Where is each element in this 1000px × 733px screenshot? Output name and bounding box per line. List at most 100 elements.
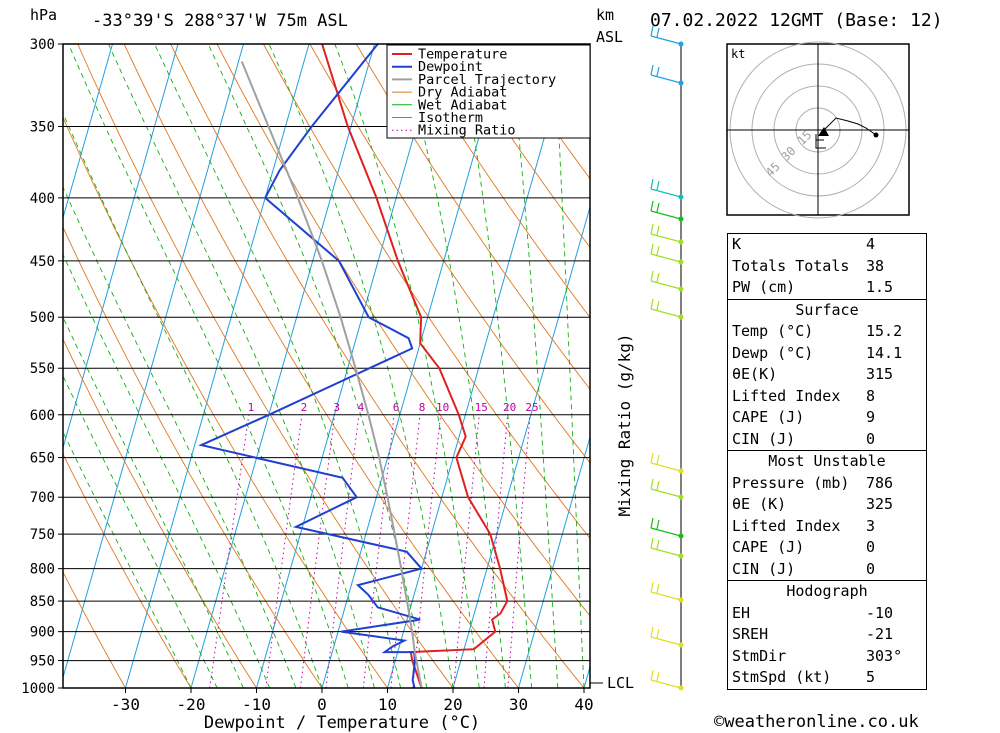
stats-label: SREH xyxy=(732,625,769,643)
isotherm-line xyxy=(518,435,590,688)
x-axis-label: Dewpoint / Temperature (°C) xyxy=(204,713,480,733)
dry-adiabat-line xyxy=(448,44,590,249)
stats-row: StmSpd (kt) 5 xyxy=(728,667,926,689)
mixing-ratio-label: 1 xyxy=(248,401,255,414)
y-tick-label: 350 xyxy=(30,120,55,136)
temperature-line xyxy=(321,44,509,688)
y-tick-label: 900 xyxy=(30,625,55,641)
wind-barb xyxy=(650,537,682,557)
stats-value: 5 xyxy=(866,668,876,686)
stats-value: 38 xyxy=(866,256,885,275)
stats-label: Totals Totals xyxy=(732,256,850,275)
stats-row: CAPE (J) 0 xyxy=(728,537,926,559)
stats-value: -21 xyxy=(866,625,894,643)
most-unstable-title: Most Unstable xyxy=(768,452,886,470)
x-tick-label: -10 xyxy=(242,695,271,714)
isotherm-line xyxy=(256,44,441,688)
x-tick-label: 20 xyxy=(443,695,462,714)
mixing-ratio-label: 2 xyxy=(301,401,308,414)
stats-row: StmDir 303° xyxy=(728,646,926,668)
mixing-ratio-line xyxy=(300,414,336,688)
stats-row: EH -10 xyxy=(728,603,926,625)
stats-row: θE(K) 315 xyxy=(728,364,926,386)
axes: 3003504004505005506006507007508008509009… xyxy=(21,37,593,714)
plot-frame xyxy=(62,43,591,689)
y-tick-label: 650 xyxy=(30,451,55,467)
x-tick-label: 0 xyxy=(317,695,327,714)
wind-barb xyxy=(650,669,682,689)
mixing-ratio-labels: 1 2 3 4 6 8 10 15 20 25 xyxy=(248,401,539,414)
wet-adiabat-line xyxy=(63,431,192,688)
mixing-ratio-label: 4 xyxy=(358,401,365,414)
hodograph-title: Hodograph xyxy=(786,582,868,600)
stats-row: Pressure (mb) 786 xyxy=(728,473,926,495)
height-ref: ASL xyxy=(596,28,623,46)
mixing-ratio-line xyxy=(265,414,303,688)
legend-entry: Dewpoint xyxy=(418,59,483,75)
mixing-ratio-label: 8 xyxy=(419,401,426,414)
hodograph-trace xyxy=(823,117,877,136)
stats-value: 303° xyxy=(866,646,903,665)
stats-label: θE(K) xyxy=(732,365,778,383)
legend-entry: Wet Adiabat xyxy=(418,97,507,113)
stats-label: Lifted Index xyxy=(732,516,841,535)
y-tick-label: 800 xyxy=(30,562,55,578)
y-tick-label: 750 xyxy=(30,527,55,543)
wind-barb xyxy=(650,200,682,220)
y-tick-label: 600 xyxy=(30,408,55,424)
dry-adiabat-line xyxy=(77,44,454,688)
stats-label: K xyxy=(732,235,742,253)
wind-barb xyxy=(650,223,682,243)
stats-row: Temp (°C) 15.2 xyxy=(728,321,926,343)
stats-value: 9 xyxy=(866,408,876,426)
y-tick-label: 850 xyxy=(30,594,55,610)
y-tick-label: 700 xyxy=(30,490,55,506)
wind-barb xyxy=(650,64,682,84)
sounding-series xyxy=(198,44,509,688)
stats-label: Pressure (mb) xyxy=(732,473,850,492)
x-tick-label: -20 xyxy=(177,695,206,714)
wet-adiabat-line xyxy=(458,44,533,688)
mixing-ratio-label: 6 xyxy=(393,401,400,414)
stats-row: Dewp (°C) 14.1 xyxy=(728,343,926,365)
storm-motion-marker xyxy=(818,127,829,136)
pressure-unit: hPa xyxy=(30,6,57,24)
y-tick-label: 1000 xyxy=(21,681,55,697)
wind-barb xyxy=(650,25,682,45)
lcl-label: LCL xyxy=(607,674,634,692)
isotherm-line xyxy=(63,44,113,220)
stats-label: θE (K) xyxy=(732,495,787,513)
wind-barb xyxy=(650,243,682,263)
mixing-ratio-label: 20 xyxy=(503,401,516,414)
y-tick-label: 450 xyxy=(30,254,55,270)
stats-row: CAPE (J) 9 xyxy=(728,407,926,429)
dry-adiabat-line xyxy=(170,44,585,688)
x-tick-label: 30 xyxy=(509,695,528,714)
mixing-ratio-axis-label: Mixing Ratio (g/kg) xyxy=(615,333,634,516)
wind-barb xyxy=(650,626,682,646)
height-unit: km xyxy=(596,6,614,24)
wind-barb xyxy=(650,581,682,601)
stats-label: StmSpd (kt) xyxy=(732,668,832,686)
location-title: -33°39'S 288°37'W 75m ASL xyxy=(92,11,348,31)
isotherm-line xyxy=(452,205,590,688)
x-tick-label: 40 xyxy=(574,695,593,714)
wet-adiabat-line xyxy=(399,44,506,688)
legend-entry: Isotherm xyxy=(418,110,483,126)
datetime-title: 07.02.2022 12GMT (Base: 12) xyxy=(650,10,943,31)
surface-title: Surface xyxy=(795,300,859,319)
legend-box xyxy=(386,44,591,139)
hodograph-low-trace xyxy=(815,134,826,149)
wind-barb xyxy=(650,270,682,290)
wind-barb xyxy=(650,517,682,537)
height-wind-axis: LCL xyxy=(590,25,684,692)
x-tick-label: 10 xyxy=(378,695,397,714)
wet-adiabat-line xyxy=(68,44,349,688)
y-tick-label: 550 xyxy=(30,361,55,377)
stats-label: CAPE (J) xyxy=(732,538,805,556)
stats-value: 786 xyxy=(866,473,894,492)
isotherm-line xyxy=(63,44,244,680)
stats-label: EH xyxy=(732,603,751,622)
